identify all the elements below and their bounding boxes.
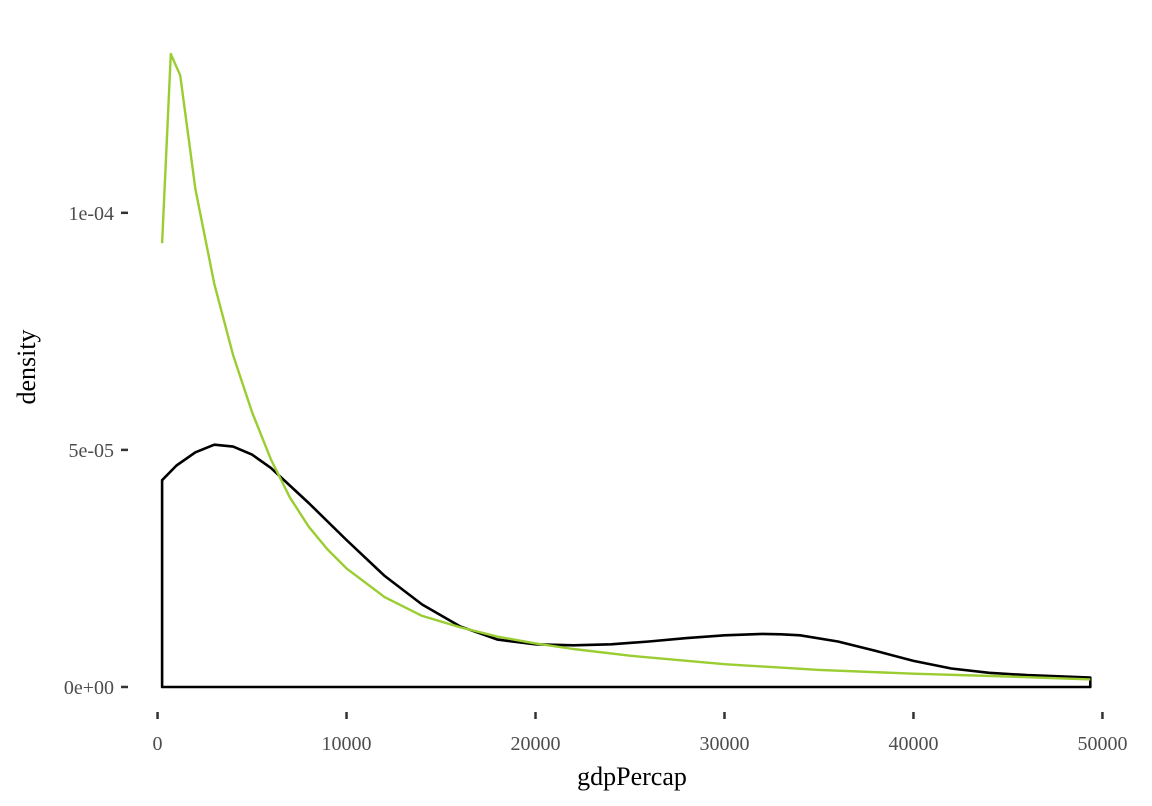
y-tick-label: 0e+00 xyxy=(64,677,114,699)
y-tick-label: 1e-04 xyxy=(68,203,114,225)
x-axis-title: gdpPercap xyxy=(577,762,687,791)
x-tick-label: 10000 xyxy=(322,733,372,755)
y-axis-title: density xyxy=(12,329,41,404)
plot-area xyxy=(160,52,1092,689)
x-axis: 0 10000 20000 30000 40000 50000 xyxy=(153,712,1127,755)
x-tick-label: 0 xyxy=(153,733,163,755)
density-curve xyxy=(160,443,1092,689)
x-tick-label: 50000 xyxy=(1077,733,1127,755)
y-tick-label: 5e-05 xyxy=(68,440,114,462)
x-tick-label: 20000 xyxy=(511,733,561,755)
x-tick-label: 30000 xyxy=(699,733,749,755)
x-tick-label: 40000 xyxy=(888,733,938,755)
reference-curve xyxy=(160,52,1091,681)
y-axis: 0e+00 5e-05 1e-04 xyxy=(64,203,128,699)
